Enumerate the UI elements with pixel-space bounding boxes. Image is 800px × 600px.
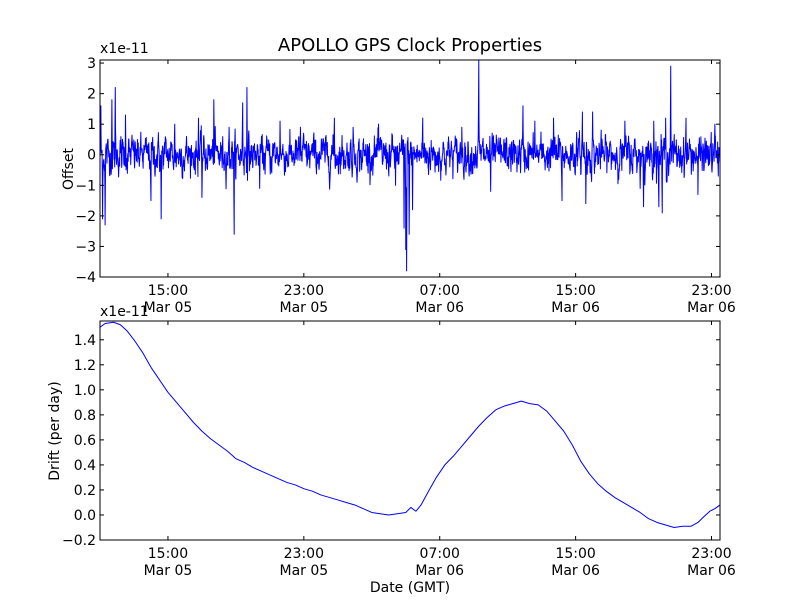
offset-xtick-time-label: 15:00 (148, 283, 188, 299)
offset-series-group (99, 59, 721, 272)
drift-series-line (99, 321, 721, 528)
offset-y-axis-label: Offset (61, 147, 77, 190)
drift-x-axis-label: Date (GMT) (370, 580, 450, 596)
drift-xtick-date-label: Mar 06 (687, 563, 736, 579)
drift-xtick-time-label: 15:00 (148, 546, 188, 562)
drift-xtick-time-label: 07:00 (420, 546, 460, 562)
offset-xtick-time-label: 07:00 (420, 283, 460, 299)
drift-xtick-time-label: 15:00 (555, 546, 595, 562)
drift-ytick-label: 0.6 (74, 433, 96, 449)
drift-xtick-date-label: Mar 06 (551, 563, 600, 579)
drift-ytick-label: 0.8 (74, 408, 96, 424)
offset-scale-label: x1e-11 (100, 41, 149, 57)
offset-ytick-label: 0 (87, 148, 96, 164)
offset-xtick-date-label: Mar 06 (687, 300, 736, 316)
drift-ytick-label: 0.4 (74, 458, 96, 474)
drift-xtick-time-label: 23:00 (691, 546, 731, 562)
drift-plot-frame (99, 320, 721, 541)
drift-xtick-time-label: 23:00 (284, 546, 324, 562)
drift-ytick-label: 0.2 (74, 483, 96, 499)
offset-series-line (99, 59, 721, 272)
chart-title: APOLLO GPS Clock Properties (278, 35, 542, 56)
drift-ytick-label: 0.0 (74, 508, 96, 524)
offset-xtick-date-label: Mar 05 (279, 300, 328, 316)
offset-xtick-time-label: 15:00 (555, 283, 595, 299)
drift-ytick-label: 1.2 (74, 358, 96, 374)
drift-ytick-label: −0.2 (62, 533, 96, 549)
offset-xtick-time-label: 23:00 (284, 283, 324, 299)
offset-ytick-label: 1 (87, 117, 96, 133)
drift-xtick-date-label: Mar 05 (144, 563, 193, 579)
offset-plot-frame (99, 59, 721, 278)
offset-ytick-label: −1 (75, 178, 96, 194)
drift-xtick-date-label: Mar 05 (279, 563, 328, 579)
offset-ytick-label: −2 (75, 209, 96, 225)
offset-xtick-date-label: Mar 06 (551, 300, 600, 316)
offset-panel: APOLLO GPS Clock Properties x1e-11 Offse… (61, 35, 736, 316)
offset-ytick-label: 3 (87, 56, 96, 72)
offset-xtick-time-label: 23:00 (691, 283, 731, 299)
offset-ytick-label: 2 (87, 87, 96, 103)
offset-xtick-date-label: Mar 05 (144, 300, 193, 316)
drift-scale-label: x1e-11 (100, 304, 149, 320)
drift-ytick-label: 1.4 (74, 333, 96, 349)
drift-series-group (99, 321, 721, 528)
offset-ytick-label: −3 (75, 239, 96, 255)
drift-panel: x1e-11 Drift (per day) Date (GMT) −0.2 0.… (47, 304, 736, 596)
offset-xtick-date-label: Mar 06 (415, 300, 464, 316)
offset-ytick-label: −4 (75, 270, 96, 286)
drift-y-axis-label: Drift (per day) (47, 381, 63, 480)
drift-ytick-label: 1.0 (74, 383, 96, 399)
drift-xtick-date-label: Mar 06 (415, 563, 464, 579)
